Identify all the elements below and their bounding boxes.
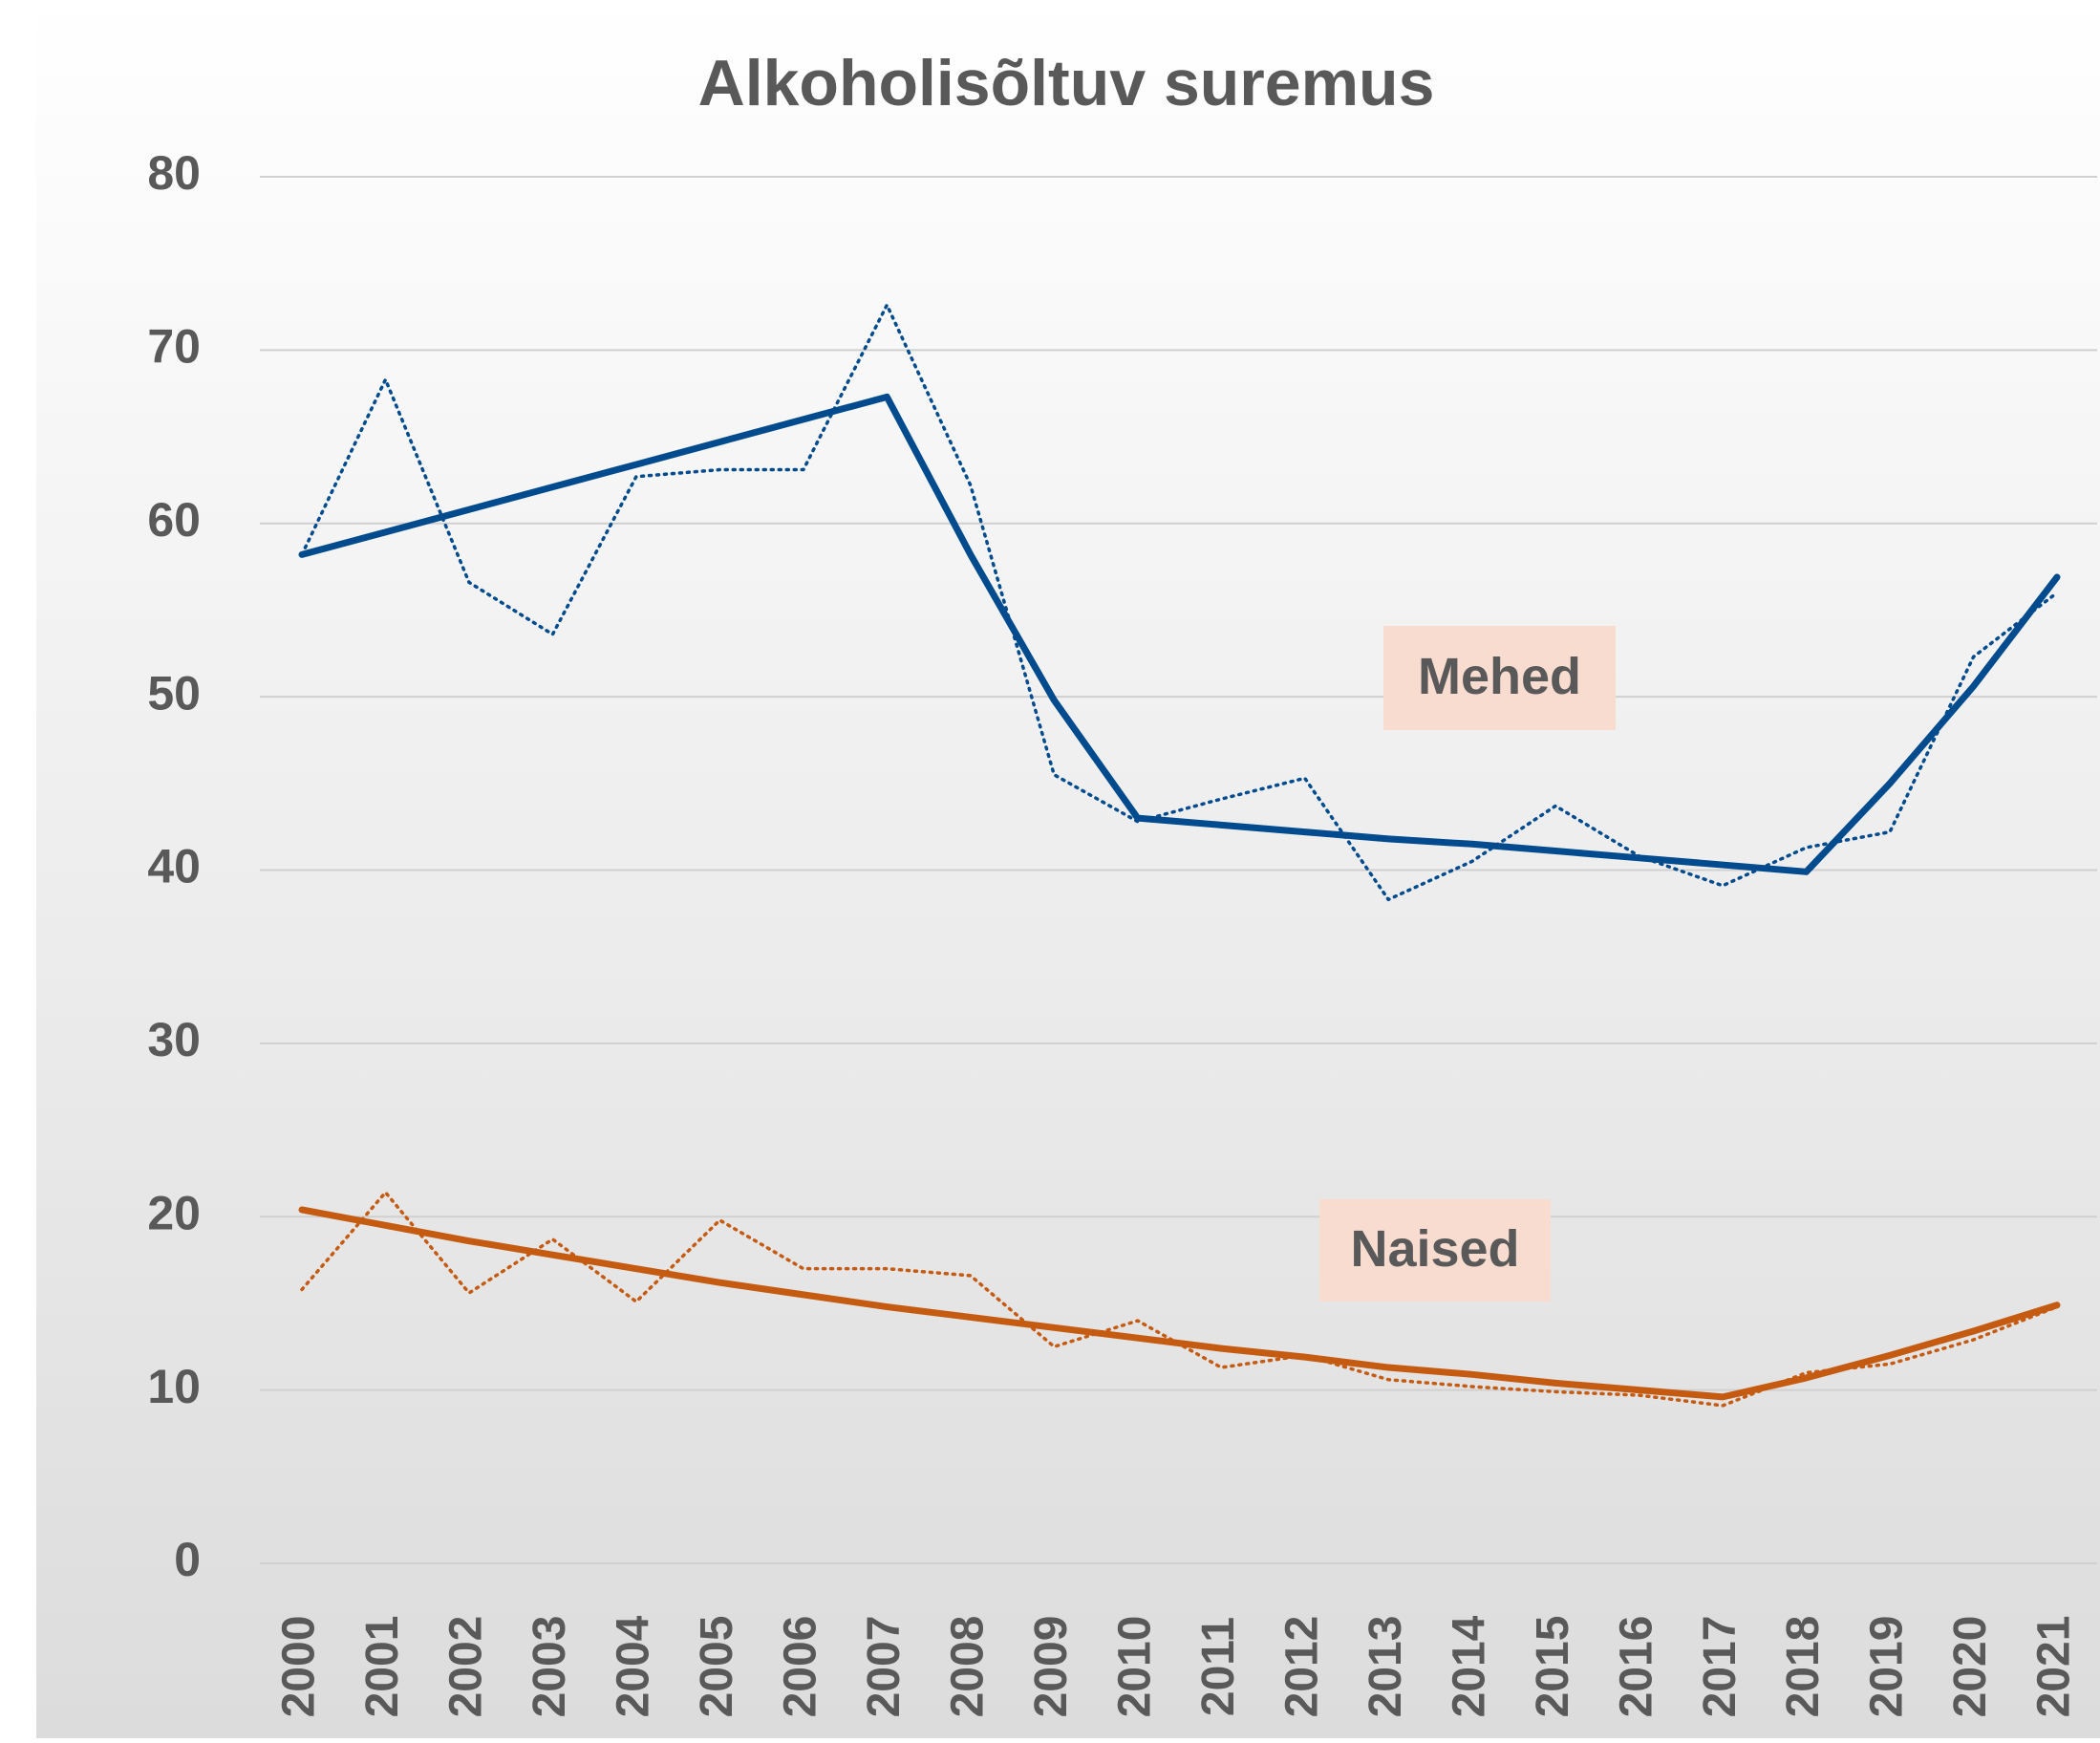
y-tick-label: 30 (147, 1013, 201, 1066)
series-trend (298, 393, 2061, 875)
y-tick-label: 10 (147, 1360, 201, 1413)
y-tick-label: 50 (147, 666, 201, 720)
series-label-box (1319, 1199, 1551, 1302)
series-label: Mehed (1418, 648, 1581, 705)
x-tick-label: 2020 (1945, 1616, 1996, 1718)
x-tick-label: 2018 (1778, 1616, 1829, 1718)
x-tick-label: 2007 (859, 1616, 910, 1718)
x-tick-label: 2004 (609, 1615, 659, 1717)
x-tick-label: 2012 (1276, 1616, 1327, 1718)
x-tick-label: 2002 (441, 1616, 492, 1718)
y-tick-label: 20 (147, 1186, 201, 1239)
x-tick-label: 2010 (1109, 1616, 1160, 1718)
x-tick-label: 2014 (1444, 1615, 1494, 1717)
series-dotted (300, 303, 2059, 902)
series-label: Naised (1350, 1220, 1519, 1278)
x-tick-label: 2019 (1862, 1616, 1913, 1718)
x-tick-label: 2009 (1026, 1616, 1077, 1718)
x-tick-label: 2013 (1361, 1616, 1411, 1718)
x-tick-label: 2000 (274, 1616, 325, 1718)
x-tick-label: 2015 (1528, 1616, 1578, 1718)
x-tick-label: 2011 (1193, 1617, 1244, 1716)
chart-title: Alkoholisõltuv suremus (698, 47, 1435, 119)
x-tick-label: 2008 (942, 1616, 993, 1718)
y-tick-label: 70 (147, 320, 201, 374)
x-tick-label: 2017 (1695, 1616, 1746, 1718)
x-tick-label: 2005 (692, 1616, 742, 1718)
series-trend (298, 1206, 2061, 1401)
x-tick-label: 2021 (2029, 1616, 2080, 1718)
x-tick-label: 2001 (357, 1616, 408, 1718)
y-tick-label: 0 (174, 1533, 201, 1586)
x-tick-label: 2016 (1611, 1616, 1661, 1718)
y-tick-label: 40 (147, 840, 201, 893)
y-tick-label: 60 (147, 493, 201, 547)
x-tick-label: 2003 (525, 1616, 575, 1718)
series-label-box (1383, 626, 1616, 730)
x-tick-label: 2006 (776, 1616, 826, 1718)
y-tick-label: 80 (147, 146, 201, 200)
